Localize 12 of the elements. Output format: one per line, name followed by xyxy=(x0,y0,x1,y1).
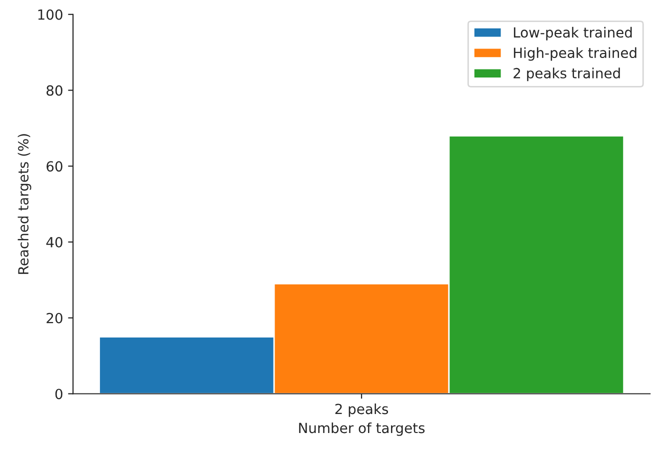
x-axis-title: Number of targets xyxy=(299,422,425,436)
legend-label: High-peak trained xyxy=(514,47,636,61)
legend-label: Low-peak trained xyxy=(514,26,632,40)
y-tick-label: 40 xyxy=(46,236,62,248)
y-tick-label: 20 xyxy=(46,312,62,324)
y-tick-label: 80 xyxy=(46,85,62,96)
y-tick-label: 100 xyxy=(38,9,62,20)
legend-label: 2 peaks trained xyxy=(514,68,620,82)
x-tick-label: 2 peaks xyxy=(335,403,388,417)
y-axis-title: Reached targets (%) xyxy=(18,134,32,274)
y-tick-label: 0 xyxy=(55,388,62,400)
y-tick-label: 60 xyxy=(46,161,62,172)
